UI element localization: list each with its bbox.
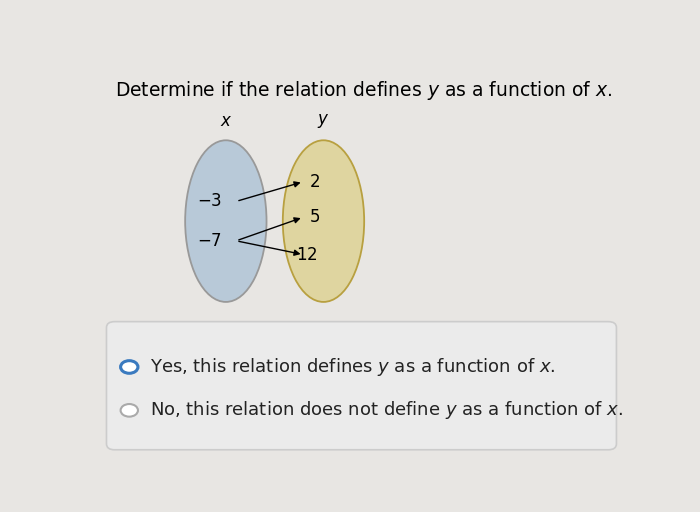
Text: $-3$: $-3$ (197, 193, 222, 210)
Ellipse shape (185, 140, 267, 302)
Ellipse shape (283, 140, 364, 302)
Text: No, this relation does not define $y$ as a function of $x$.: No, this relation does not define $y$ as… (150, 399, 623, 421)
Text: Determine if the relation defines $y$ as a function of $x$.: Determine if the relation defines $y$ as… (115, 79, 612, 102)
Circle shape (120, 360, 138, 373)
Text: $5$: $5$ (309, 208, 320, 226)
Text: $12$: $12$ (297, 246, 318, 264)
Text: $y$: $y$ (317, 113, 330, 131)
Text: $2$: $2$ (309, 173, 320, 190)
Circle shape (120, 404, 138, 417)
FancyBboxPatch shape (106, 322, 617, 450)
Text: $-7$: $-7$ (197, 232, 222, 250)
Text: Yes, this relation defines $y$ as a function of $x$.: Yes, this relation defines $y$ as a func… (150, 356, 556, 378)
Text: $x$: $x$ (220, 113, 232, 131)
